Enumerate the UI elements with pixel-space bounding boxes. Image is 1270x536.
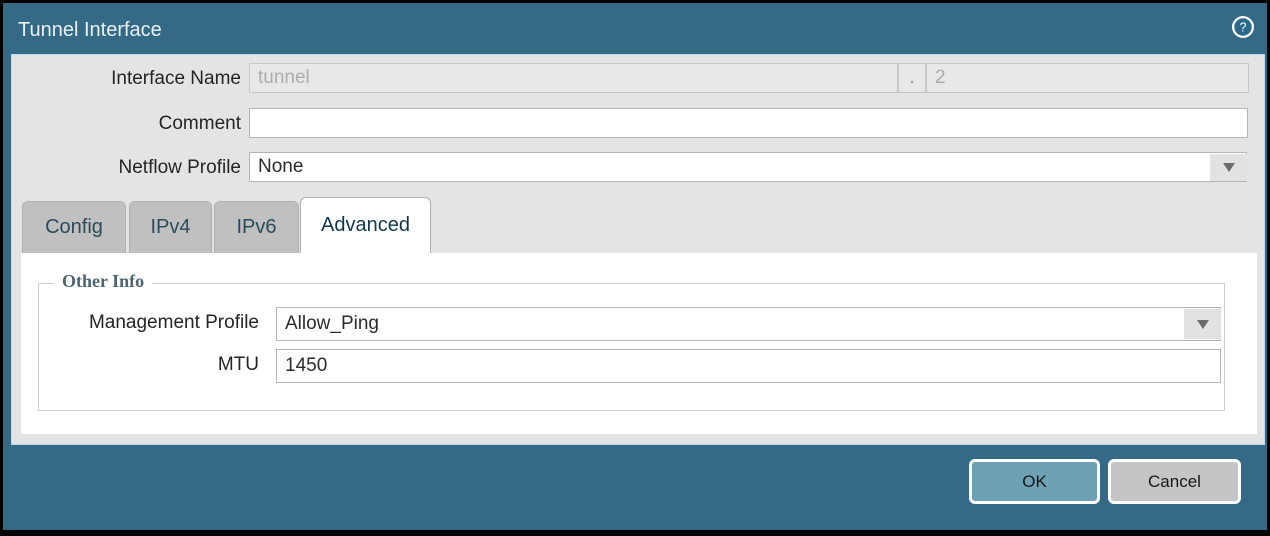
svg-text:?: ? <box>1240 21 1247 35</box>
